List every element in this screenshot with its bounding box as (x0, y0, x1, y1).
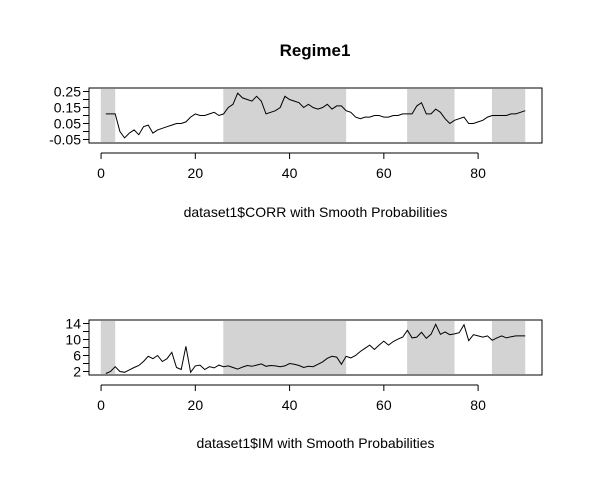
series-line (105, 92, 526, 139)
x-tick-label: 20 (188, 165, 204, 181)
x-axis-label: dataset1$CORR with Smooth Probabilities (184, 204, 448, 220)
series-line (105, 323, 526, 374)
x-axis-label: dataset1$IM with Smooth Probabilities (196, 435, 434, 451)
shaded-region (100, 321, 116, 374)
y-tick-label: 0.25 (54, 84, 81, 100)
x-tick-label: 0 (97, 397, 105, 413)
chart-title: Regime1 (280, 41, 351, 60)
shaded-region (100, 89, 116, 142)
x-tick-label: 40 (282, 397, 298, 413)
x-axis: 0 20 40 60 80 (97, 384, 486, 413)
y-tick-label: 2 (73, 364, 81, 380)
x-axis: 0 20 40 60 80 (97, 152, 486, 181)
series-group (105, 92, 526, 139)
y-tick-label: 6 (73, 348, 81, 364)
shaded-region (407, 89, 455, 142)
shaded-regions (100, 321, 526, 374)
x-tick-label: 40 (282, 165, 298, 181)
plot-frame (88, 319, 543, 376)
x-tick-label: 60 (376, 397, 392, 413)
x-tick-label: 0 (97, 165, 105, 181)
y-tick-label: 14 (65, 316, 81, 332)
x-tick-label: 80 (470, 165, 486, 181)
shaded-region (223, 321, 347, 374)
shaded-region (491, 321, 526, 374)
plot-frame (88, 87, 543, 144)
series-group (105, 323, 526, 374)
y-axis: -0.050.050.150.25 (49, 84, 90, 148)
y-tick-label: 10 (65, 332, 81, 348)
shaded-region (407, 321, 455, 374)
x-tick-label: 60 (376, 165, 392, 181)
y-tick-label: 0.05 (54, 116, 81, 132)
x-tick-label: 80 (470, 397, 486, 413)
y-tick-label: -0.05 (49, 132, 81, 148)
y-tick-label: 0.15 (54, 100, 81, 116)
regime-panel-corr: -0.050.050.150.25 0 20 40 60 80 dataset1$COR… (49, 84, 543, 220)
x-tick-label: 20 (188, 397, 204, 413)
shaded-regions (100, 89, 526, 142)
